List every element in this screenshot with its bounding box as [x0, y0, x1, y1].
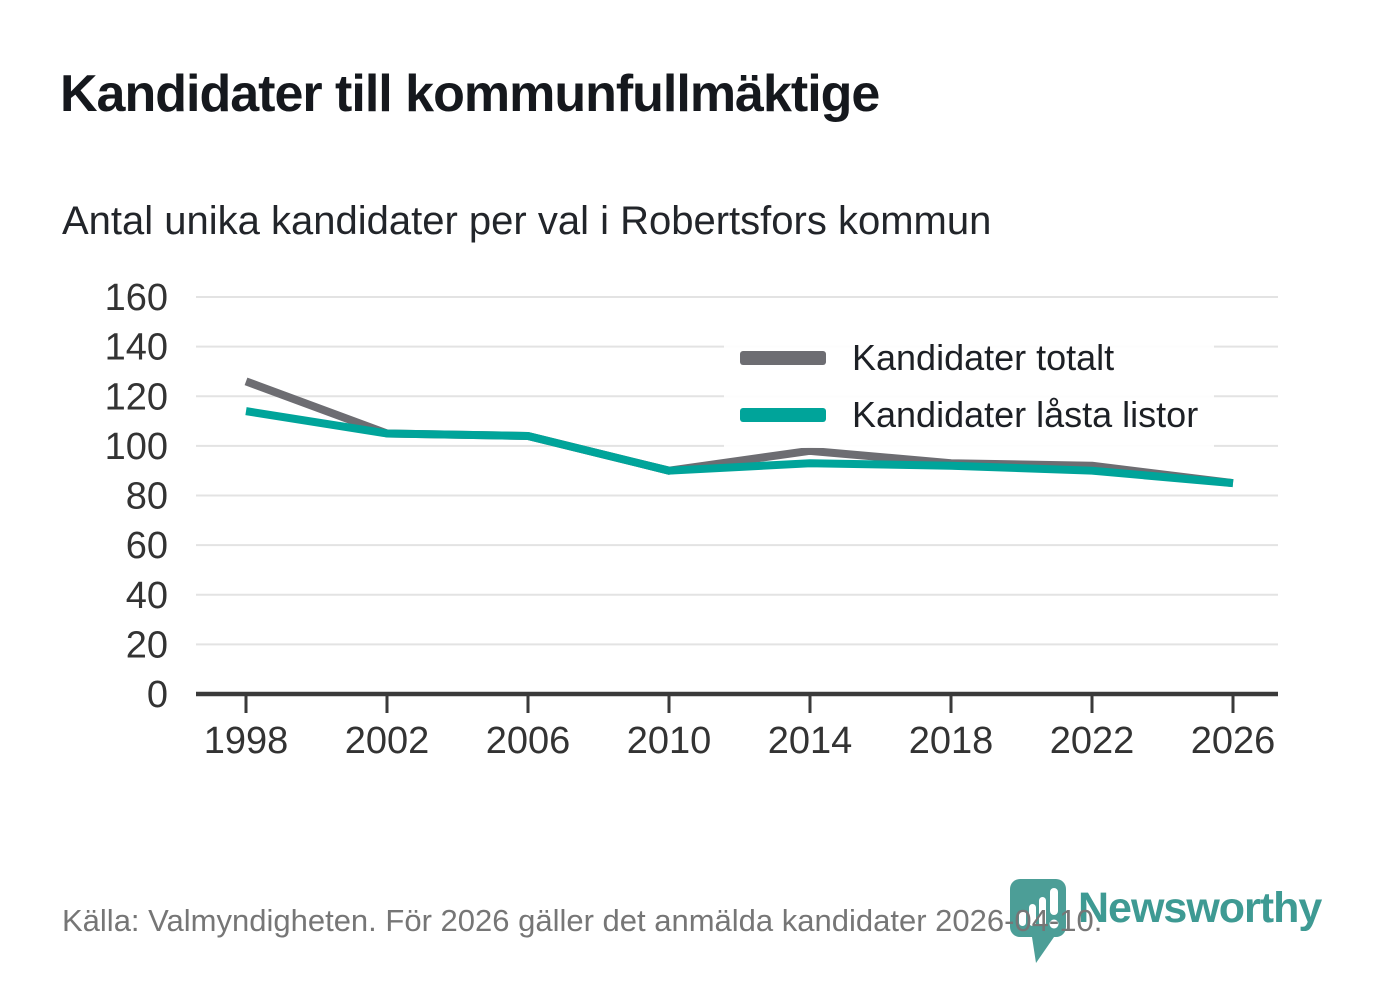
chart-title: Kandidater till kommunfullmäktige [60, 65, 880, 123]
newsworthy-pin-icon [1010, 879, 1066, 963]
y-axis-tick-label: 20 [126, 624, 168, 666]
legend-swatch-total [740, 350, 826, 365]
y-axis-tick-label: 80 [126, 476, 168, 518]
legend-label-total: Kandidater totalt [852, 337, 1115, 378]
x-axis-tick-label: 2026 [1191, 720, 1276, 762]
newsworthy-logo: Newsworthy [1010, 879, 1322, 963]
legend-item-total: Kandidater totalt [740, 337, 1198, 378]
y-axis-tick-label: 160 [105, 277, 168, 319]
source-note: Källa: Valmyndigheten. För 2026 gäller d… [62, 903, 1103, 938]
legend-item-locked-lists: Kandidater låsta listor [740, 394, 1198, 435]
y-axis-tick-label: 120 [105, 376, 168, 418]
chart-legend: Kandidater totalt Kandidater låsta listo… [724, 327, 1215, 448]
chart-subtitle: Antal unika kandidater per val i Roberts… [62, 199, 992, 243]
x-axis-tick-label: 2010 [627, 720, 712, 762]
x-axis-tick-label: 2018 [909, 720, 994, 762]
y-axis-tick-label: 140 [105, 327, 168, 369]
y-axis-tick-label: 0 [147, 674, 168, 716]
y-axis-tick-label: 40 [126, 575, 168, 617]
x-axis-tick-label: 1998 [204, 720, 289, 762]
series-line-1 [245, 407, 1234, 488]
legend-swatch-locked-lists [740, 408, 826, 423]
y-axis-tick-label: 60 [126, 525, 168, 567]
x-axis-tick-label: 2002 [345, 720, 430, 762]
x-axis-tick-label: 2022 [1050, 720, 1135, 762]
legend-label-locked-lists: Kandidater låsta listor [852, 394, 1199, 436]
newsworthy-wordmark: Newsworthy [1078, 884, 1322, 932]
y-axis-tick-label: 100 [105, 426, 168, 468]
x-axis-tick-label: 2006 [486, 720, 571, 762]
x-axis-tick-label: 2014 [768, 720, 853, 762]
